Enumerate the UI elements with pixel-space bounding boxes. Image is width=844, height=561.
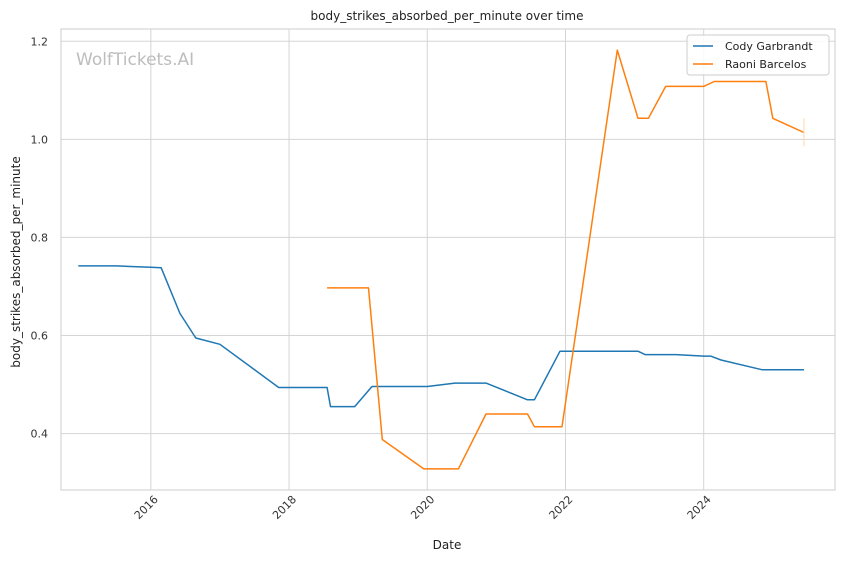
plot-area: WolfTickets.AI xyxy=(60,28,836,491)
x-axis-label: Date xyxy=(433,538,462,552)
series-line-1 xyxy=(78,265,804,408)
chart-title: body_strikes_absorbed_per_minute over ti… xyxy=(311,9,584,23)
y-tick-label: 0.8 xyxy=(31,231,49,244)
y-tick-label: 0.4 xyxy=(31,428,49,441)
y-tick-label: 1.2 xyxy=(31,35,49,48)
y-tick-label: 0.6 xyxy=(31,330,49,343)
series-line-2 xyxy=(327,49,805,470)
legend-box xyxy=(686,34,830,76)
y-tick-label: 1.0 xyxy=(31,133,49,146)
legend-entry-label: Cody Garbrandt xyxy=(725,40,813,53)
y-axis-ticks: 0.4 0.6 0.8 1.0 1.2 xyxy=(31,35,49,440)
watermark-text: WolfTickets.AI xyxy=(76,50,194,70)
legend: Cody Garbrandt Raoni Barcelos xyxy=(686,34,830,76)
plot-frame xyxy=(60,28,836,491)
legend-entry-label: Raoni Barcelos xyxy=(725,58,807,71)
y-axis-label: body_strikes_absorbed_per_minute xyxy=(9,156,23,367)
series-lines xyxy=(78,49,805,470)
